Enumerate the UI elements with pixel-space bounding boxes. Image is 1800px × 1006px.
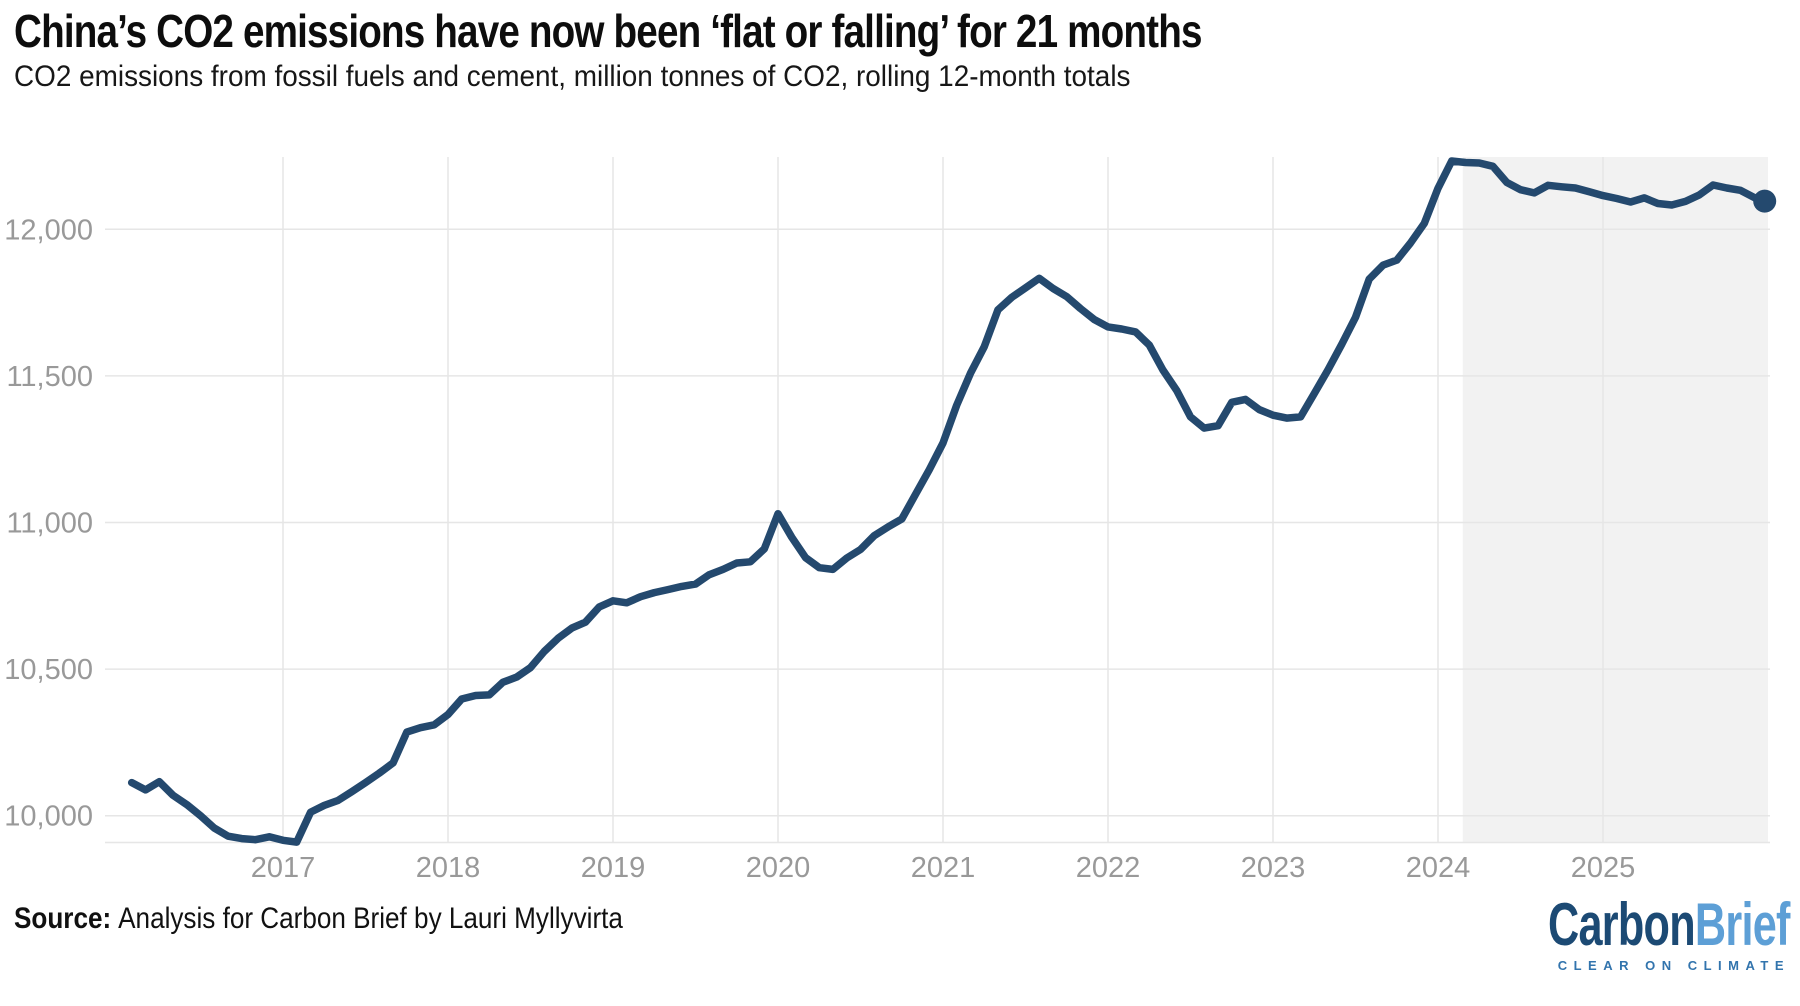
x-tick-label: 2025 bbox=[1571, 852, 1636, 884]
page-subtitle: CO2 emissions from fossil fuels and ceme… bbox=[14, 60, 1131, 93]
x-tick-label: 2022 bbox=[1076, 852, 1141, 884]
x-tick-label: 2020 bbox=[746, 852, 811, 884]
highlight-band bbox=[1462, 157, 1768, 843]
x-tick-label: 2017 bbox=[251, 852, 316, 884]
x-tick-label: 2021 bbox=[911, 852, 976, 884]
source-label: Source: bbox=[14, 902, 112, 935]
y-tick-label: 11,500 bbox=[6, 361, 93, 393]
carbonbrief-logo: CarbonBrief CLEAR ON CLIMATE bbox=[1454, 895, 1790, 974]
y-tick-label: 11,000 bbox=[6, 508, 93, 540]
y-tick-label: 10,000 bbox=[4, 801, 93, 833]
source-text: Analysis for Carbon Brief by Lauri Mylly… bbox=[118, 902, 623, 935]
logo-tagline: CLEAR ON CLIMATE bbox=[1557, 958, 1790, 973]
logo-brief: Brief bbox=[1695, 891, 1791, 958]
x-tick-label: 2019 bbox=[581, 852, 646, 884]
y-tick-label: 12,000 bbox=[4, 214, 93, 246]
y-tick-label: 10,500 bbox=[4, 654, 93, 686]
source-note: Source: Analysis for Carbon Brief by Laur… bbox=[14, 902, 623, 936]
carbonbrief-wordmark: CarbonBrief bbox=[1548, 895, 1790, 955]
page-title: China’s CO2 emissions have now been ‘fla… bbox=[14, 5, 1202, 57]
x-tick-label: 2024 bbox=[1406, 852, 1471, 884]
x-tick-label: 2023 bbox=[1241, 852, 1306, 884]
series-line bbox=[127, 157, 1769, 846]
x-tick-label: 2018 bbox=[416, 852, 481, 884]
logo-carbon: Carbon bbox=[1548, 891, 1696, 958]
end-dot bbox=[1753, 189, 1777, 213]
